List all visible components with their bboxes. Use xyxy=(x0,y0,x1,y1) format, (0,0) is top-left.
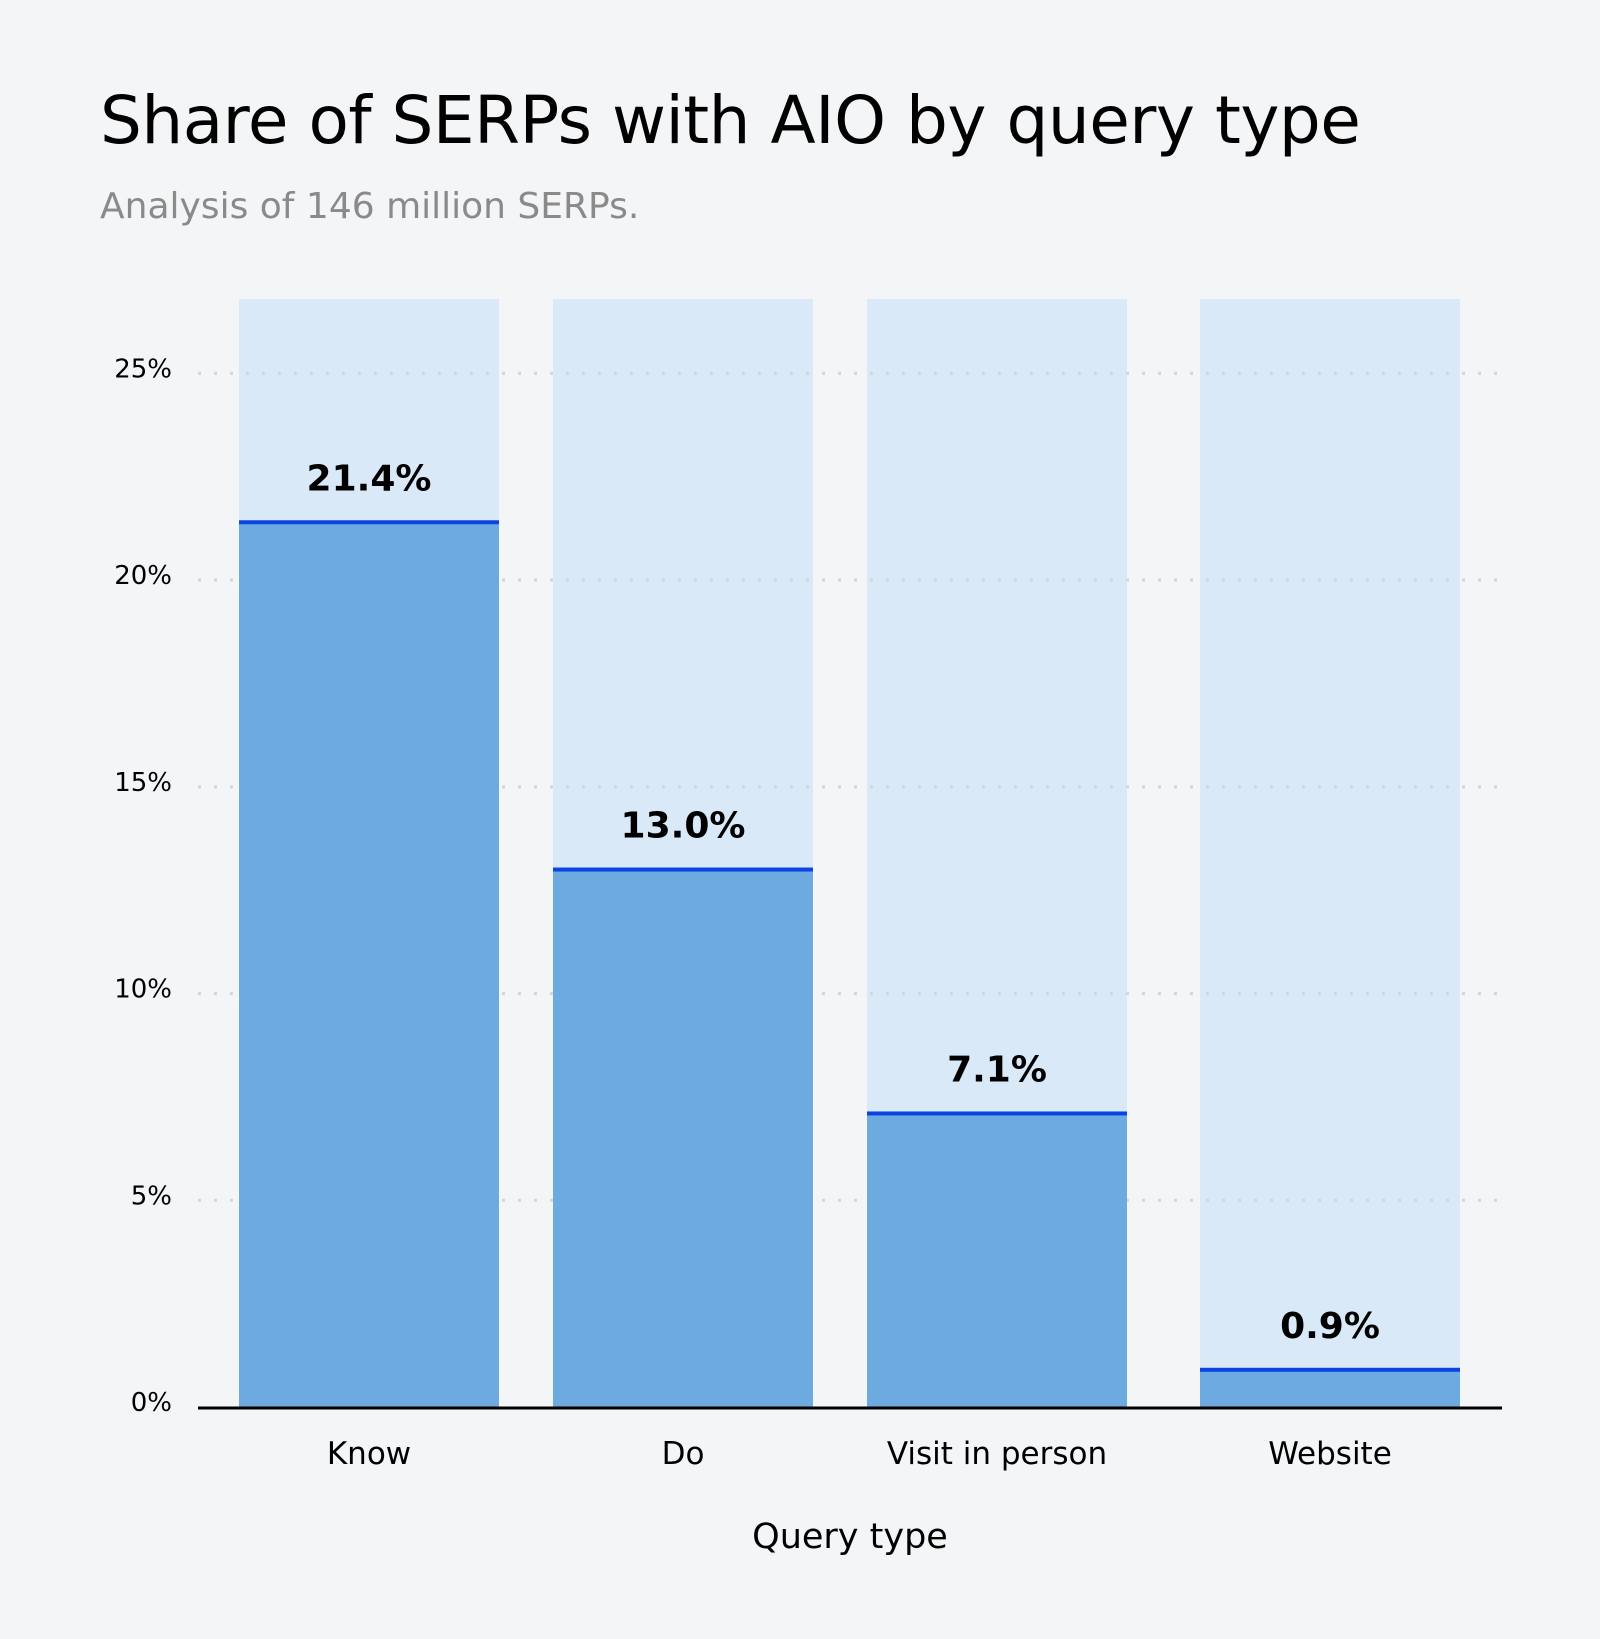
bar xyxy=(553,869,813,1407)
bar-top-line xyxy=(1200,1367,1460,1372)
data-label: 7.1% xyxy=(947,1049,1047,1090)
bar-top-line xyxy=(867,1111,1127,1116)
data-label: 13.0% xyxy=(621,806,746,847)
bar xyxy=(1200,1369,1460,1407)
bar xyxy=(867,1113,1127,1407)
x-tick-label: Visit in person xyxy=(887,1436,1107,1472)
chart-title: Share of SERPs with AIO by query type xyxy=(100,82,1361,159)
bar xyxy=(239,522,499,1407)
bar-top-line xyxy=(553,867,813,872)
y-tick-label: 25% xyxy=(114,354,172,384)
y-tick-label: 20% xyxy=(114,561,172,591)
x-tick-label: Website xyxy=(1268,1436,1392,1472)
x-tick-label: Know xyxy=(327,1436,411,1472)
y-tick-label: 15% xyxy=(114,768,172,798)
x-tick-label: Do xyxy=(662,1436,705,1472)
bar-top-line xyxy=(239,520,499,525)
data-label: 21.4% xyxy=(307,458,432,499)
y-tick-label: 5% xyxy=(131,1181,172,1211)
chart-subtitle: Analysis of 146 million SERPs. xyxy=(100,186,640,227)
bar-background xyxy=(1200,299,1460,1407)
data-label: 0.9% xyxy=(1280,1306,1380,1347)
x-axis-title: Query type xyxy=(752,1517,948,1557)
y-tick-label: 0% xyxy=(131,1388,172,1418)
y-tick-label: 10% xyxy=(114,975,172,1005)
